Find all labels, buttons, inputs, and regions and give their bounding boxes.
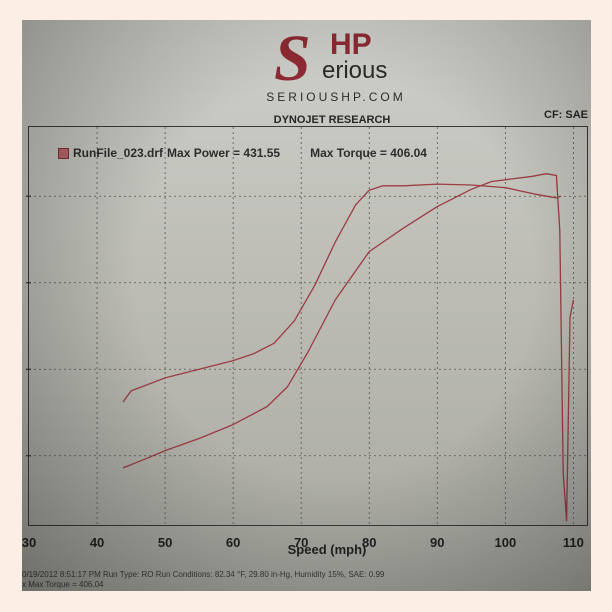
x-tick-label: 50: [158, 535, 172, 550]
logo-hp: HP: [330, 28, 372, 61]
x-tick-label: 110: [563, 535, 584, 550]
footer-line-1: 0/19/2012 8:51:17 PM Run Type: RO Run Co…: [22, 570, 385, 579]
x-tick-label: 90: [430, 535, 444, 550]
x-tick-label: 40: [90, 535, 104, 550]
series-line-secondary: [122, 173, 575, 522]
header-title: DYNOJET RESEARCH: [273, 114, 391, 126]
chart-frame: [28, 126, 588, 526]
legend-file: RunFile_023.drf: [73, 146, 164, 160]
correction-factor-label: CF: SAE: [544, 109, 588, 121]
series-line-power: [122, 183, 562, 403]
logo-big-letter: S: [274, 22, 311, 88]
legend: RunFile_023.drf Max Power = 431.55 Max T…: [58, 146, 427, 160]
dyno-printout-photo: S HP erious SERIOUSHP.COM DYNOJET RESEAR…: [22, 20, 591, 591]
x-tick-label: 100: [494, 535, 516, 550]
dyno-chart: 30 40 50 60 70 80 90 100 110: [22, 127, 587, 550]
x-axis-label: Speed (mph): [287, 542, 367, 557]
x-tick-label: 70: [294, 535, 308, 550]
x-tick-label: 80: [362, 535, 376, 550]
legend-max-power: Max Power = 431.55: [167, 146, 281, 160]
logo-word: erious: [322, 57, 387, 84]
seriouship-logo: S HP erious: [274, 22, 387, 88]
run-conditions-footer: 0/19/2012 8:51:17 PM Run Type: RO Run Co…: [22, 570, 591, 590]
x-tick-label: 60: [226, 535, 240, 550]
footer-line-2: x Max Torque = 406.04: [22, 580, 104, 589]
x-tick-label: 30: [22, 535, 36, 550]
legend-max-torque: Max Torque = 406.04: [310, 146, 427, 160]
legend-swatch: [58, 147, 69, 159]
logo-site: SERIOUSHP.COM: [266, 90, 406, 104]
